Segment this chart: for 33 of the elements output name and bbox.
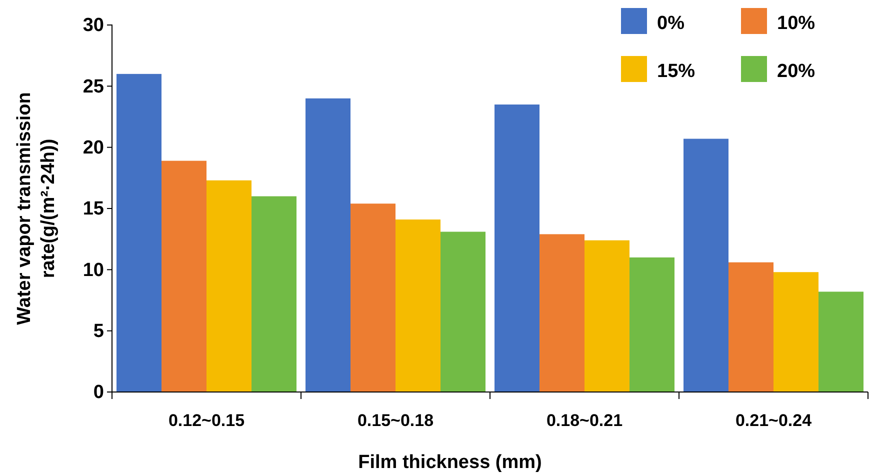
x-tick-label: 0.15~0.18 — [357, 411, 434, 430]
bar — [630, 257, 674, 392]
y-tick-label: 0 — [93, 382, 104, 404]
y-tick-label: 25 — [82, 76, 104, 98]
legend-label: 0% — [657, 13, 685, 34]
bar — [774, 272, 818, 392]
bar — [396, 220, 440, 392]
bar — [684, 138, 728, 392]
x-tick-label: 0.12~0.15 — [168, 411, 245, 430]
bar — [494, 104, 540, 392]
bar — [540, 234, 584, 392]
y-tick-label: 30 — [82, 15, 104, 36]
bar — [116, 74, 162, 392]
x-axis-title: Film thickness (mm) — [358, 452, 542, 473]
bar — [440, 232, 486, 392]
y-tick-label: 20 — [82, 137, 104, 158]
legend-label: 20% — [777, 61, 816, 82]
bar — [818, 292, 864, 392]
y-axis-title: Water vapor transmission rate(g/(m²·24h)) — [14, 92, 59, 325]
bar — [584, 240, 630, 392]
bar — [306, 98, 350, 392]
x-tick-label: 0.21~0.24 — [735, 411, 812, 430]
bar — [206, 180, 252, 392]
x-tick-label: 0.18~0.21 — [546, 411, 623, 430]
y-tick-label: 5 — [93, 320, 104, 342]
bar — [350, 204, 396, 392]
y-tick-label: 15 — [82, 198, 104, 220]
bar — [162, 160, 206, 392]
legend-label: 10% — [777, 13, 816, 34]
bar — [252, 196, 296, 392]
legend-label: 15% — [657, 61, 696, 82]
y-tick-label: 10 — [82, 260, 104, 281]
bar — [728, 262, 774, 392]
